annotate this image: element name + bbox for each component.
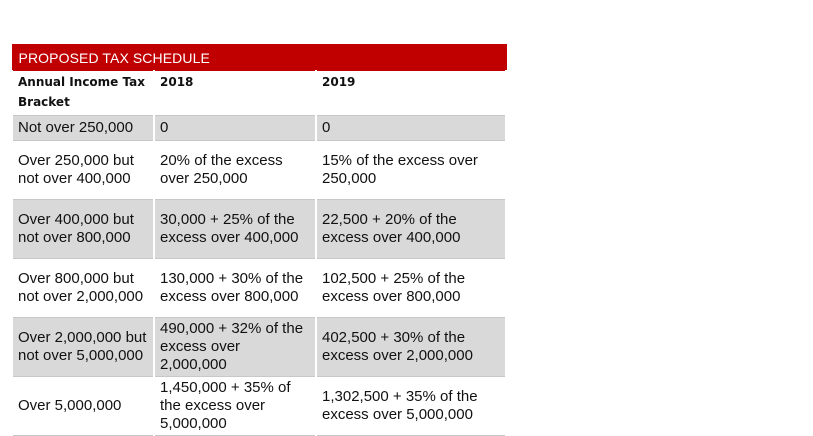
rate-2019-cell: 0 [315,115,507,141]
rate-2019-cell: 402,500 + 30% of the excess over 2,000,0… [315,317,507,377]
bracket-cell: Over 250,000 but not over 400,000 [11,140,155,200]
table-row: Over 5,000,000 1,450,000 + 35% of the ex… [11,376,507,436]
table-row: Over 250,000 but not over 400,000 20% of… [11,140,507,200]
bracket-cell: Over 800,000 but not over 2,000,000 [11,258,155,318]
rate-2018-cell: 20% of the excess over 250,000 [153,140,317,200]
header-2019: 2019 [315,70,507,116]
rate-2019-cell: 102,500 + 25% of the excess over 800,000 [315,258,507,318]
table-row: Not over 250,000 0 0 [11,115,507,141]
rate-2019-cell: 15% of the excess over 250,000 [315,140,507,200]
bracket-cell: Over 5,000,000 [11,376,155,436]
tax-schedule-sheet: PROPOSED TAX SCHEDULE Annual Income Tax … [11,44,507,436]
table-row: Over 400,000 but not over 800,000 30,000… [11,199,507,259]
table-title-row: PROPOSED TAX SCHEDULE [11,44,507,71]
rate-2018-cell: 490,000 + 32% of the excess over 2,000,0… [153,317,317,377]
rate-2019-cell: 22,500 + 20% of the excess over 400,000 [315,199,507,259]
rate-2018-cell: 30,000 + 25% of the excess over 400,000 [153,199,317,259]
rate-2018-cell: 0 [153,115,317,141]
header-bracket: Annual Income Tax Bracket [11,70,155,116]
tax-schedule-table: PROPOSED TAX SCHEDULE Annual Income Tax … [11,44,507,436]
rate-2019-cell: 1,302,500 + 35% of the excess over 5,000… [315,376,507,436]
bracket-cell: Over 400,000 but not over 800,000 [11,199,155,259]
rate-2018-cell: 130,000 + 30% of the excess over 800,000 [153,258,317,318]
bracket-cell: Over 2,000,000 but not over 5,000,000 [11,317,155,377]
table-row: Over 2,000,000 but not over 5,000,000 49… [11,317,507,377]
header-2018: 2018 [153,70,317,116]
table-header-row: Annual Income Tax Bracket 2018 2019 [11,70,507,116]
bracket-cell: Not over 250,000 [11,115,155,141]
rate-2018-cell: 1,450,000 + 35% of the excess over 5,000… [153,376,317,436]
table-row: Over 800,000 but not over 2,000,000 130,… [11,258,507,318]
table-title: PROPOSED TAX SCHEDULE [11,44,507,71]
